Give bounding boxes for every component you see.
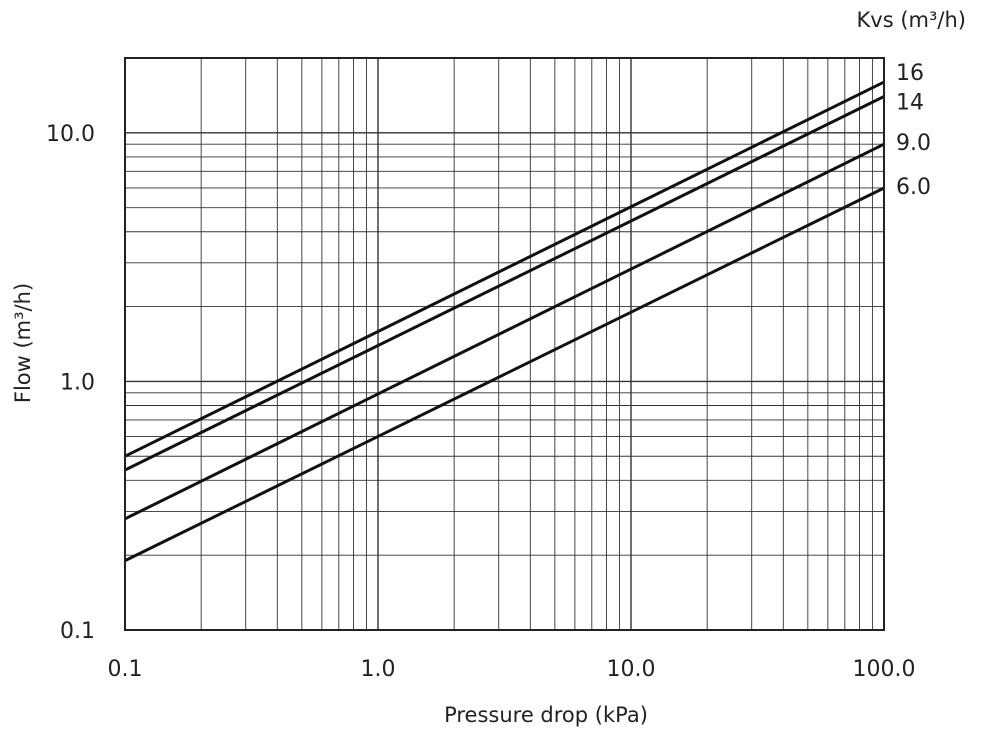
y-tick-label: 0.1	[60, 619, 95, 644]
x-axis-title: Pressure drop (kPa)	[444, 703, 648, 727]
y-tick-labels: 0.1 1.0 10.0	[46, 122, 95, 644]
series-label-kvs-9-0: 9.0	[896, 131, 931, 156]
x-tick-label: 1.0	[361, 657, 396, 682]
y-tick-label: 1.0	[60, 370, 95, 395]
x-tick-label: 0.1	[108, 657, 143, 682]
x-tick-labels: 0.1 1.0 10.0 100.0	[108, 657, 916, 682]
y-tick-label: 10.0	[46, 122, 95, 147]
y-axis-title: Flow (m³/h)	[11, 283, 35, 403]
series-label-kvs-6-0: 6.0	[896, 175, 931, 200]
series-line-kvs-14	[124, 95, 885, 472]
series-label-kvs-16: 16	[896, 61, 924, 86]
plot-frame	[124, 57, 885, 631]
legend-title: Kvs (m³/h)	[857, 8, 966, 32]
series-labels: 16 14 9.0 6.0	[896, 61, 931, 200]
series-lines	[124, 80, 885, 563]
series-line-kvs-9-0	[124, 142, 885, 521]
grid	[125, 58, 884, 630]
x-tick-label: 10.0	[607, 657, 656, 682]
series-label-kvs-14: 14	[896, 91, 924, 116]
x-tick-label: 100.0	[853, 657, 916, 682]
series-line-kvs-16	[124, 80, 885, 458]
series-line-kvs-6-0	[124, 186, 885, 563]
